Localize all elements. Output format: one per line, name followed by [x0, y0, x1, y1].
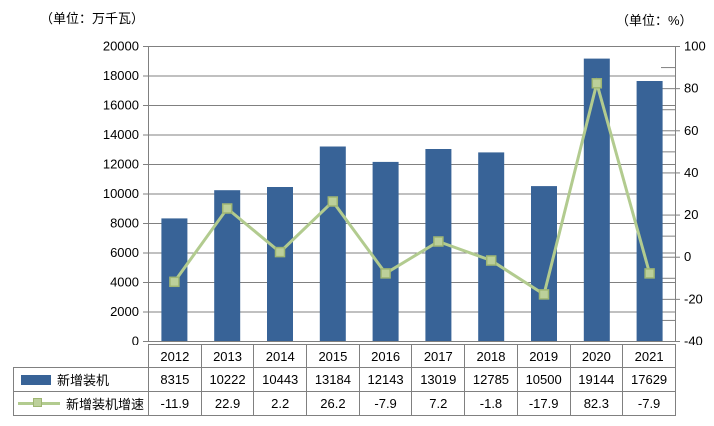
legend-cell-bar: 新增装机 — [13, 367, 149, 392]
bar-value-cell: 8315 — [148, 367, 202, 392]
bar-value-cell: 19144 — [569, 367, 624, 392]
chart-data-table: 2012 2013 2014 2015 2016 2017 2018 2019 2020 2021… — [13, 344, 676, 416]
left-axis-tick-label: 8000 — [110, 216, 139, 231]
bar-series-row: 新增装机 8315 10222 10443 13184 12143 13019 12785 1… — [13, 367, 676, 392]
bar — [478, 152, 505, 341]
bar-value-cell: 10500 — [516, 367, 571, 392]
table-corner-cell — [14, 345, 149, 368]
line-marker — [274, 246, 286, 258]
left-axis-tick-label: 12000 — [103, 157, 139, 172]
growth-value-cell: 22.9 — [200, 391, 255, 416]
right-axis-tick-label: 20 — [684, 207, 698, 222]
growth-value-cell: -7.9 — [622, 391, 676, 416]
year-cell: 2018 — [464, 344, 518, 368]
right-axis-tick-label: 60 — [684, 123, 698, 138]
year-cell: 2021 — [622, 344, 676, 368]
year-cell: 2017 — [411, 344, 466, 368]
bar — [583, 58, 610, 341]
combo-chart-plot: 2000018000160001400012000100008000600040… — [103, 39, 706, 346]
line-marker — [327, 196, 339, 207]
left-axis-tick-label: 16000 — [103, 98, 139, 113]
bar-value-cell: 12143 — [358, 367, 413, 392]
line-marker — [169, 276, 180, 288]
line-marker — [485, 255, 497, 266]
bar-value-cell: 13019 — [411, 367, 466, 392]
right-axis-tick-label: 0 — [684, 249, 691, 264]
line-swatch-marker — [33, 398, 42, 407]
left-axis-tick-label: 2000 — [110, 304, 139, 319]
growth-value-cell: -17.9 — [516, 391, 571, 416]
line-marker — [433, 236, 444, 247]
growth-value-cell: -1.8 — [464, 391, 518, 416]
year-header-row: 2012 2013 2014 2015 2016 2017 2018 2019 2020 2021 — [14, 344, 676, 368]
left-axis-tick-label: 6000 — [110, 245, 139, 260]
left-axis-tick-label: 10000 — [103, 186, 139, 201]
line-marker — [538, 289, 550, 300]
line-series-label: 新增装机增速 — [66, 397, 145, 412]
left-axis-tick-label: 4000 — [110, 275, 139, 290]
year-cell: 2019 — [516, 344, 571, 368]
left-axis-tick-label: 18000 — [103, 68, 139, 83]
left-axis-tick-label: 20000 — [103, 39, 139, 54]
left-axis-tick-label: 0 — [132, 334, 139, 346]
bar-series-swatch-icon — [21, 374, 51, 385]
line-marker — [380, 268, 391, 279]
bar-series-label: 新增装机 — [57, 373, 110, 388]
right-axis-tick-label: 100 — [684, 39, 706, 54]
year-cell: 2014 — [253, 344, 308, 368]
growth-value-cell: -7.9 — [358, 391, 413, 416]
line-series-row: 新增装机增速 -11.9 22.9 2.2 26.2 -7.9 7.2 -1.8 -17.9 8… — [13, 391, 676, 416]
year-cell: 2012 — [148, 344, 202, 368]
bar-value-cell: 10222 — [200, 367, 255, 392]
growth-value-cell: 82.3 — [569, 391, 624, 416]
growth-value-cell: 26.2 — [306, 391, 360, 416]
left-axis-tick-label: 14000 — [103, 127, 139, 142]
growth-value-cell: 7.2 — [411, 391, 466, 416]
bar-value-cell: 12785 — [464, 367, 518, 392]
right-axis-unit-label: （单位：%） — [616, 13, 693, 28]
line-marker — [644, 268, 655, 279]
year-cell: 2016 — [358, 344, 413, 368]
year-cell: 2015 — [306, 344, 360, 368]
bar-value-cell: 13184 — [306, 367, 360, 392]
growth-value-cell: -11.9 — [148, 391, 202, 416]
line-series-swatch-icon — [18, 397, 60, 410]
bar-value-cell: 10443 — [253, 367, 308, 392]
bar — [319, 146, 346, 341]
bar — [372, 161, 399, 341]
legend-cell-line: 新增装机增速 — [13, 391, 149, 416]
right-axis-tick-label: -40 — [684, 334, 703, 346]
line-marker — [591, 78, 603, 89]
right-axis-tick-label: -20 — [684, 291, 703, 306]
bar — [267, 187, 293, 341]
growth-line — [173, 77, 652, 297]
growth-value-cell: 2.2 — [253, 391, 308, 416]
line-marker — [221, 203, 233, 214]
right-axis-tick-label: 80 — [684, 81, 698, 96]
right-axis-tick-label: 40 — [684, 165, 698, 180]
year-cell: 2020 — [569, 344, 624, 368]
left-axis-unit-label: （单位：万千瓦） — [40, 11, 145, 26]
year-cell: 2013 — [200, 344, 255, 368]
bar-value-cell: 17629 — [622, 367, 676, 392]
bar — [636, 81, 663, 341]
